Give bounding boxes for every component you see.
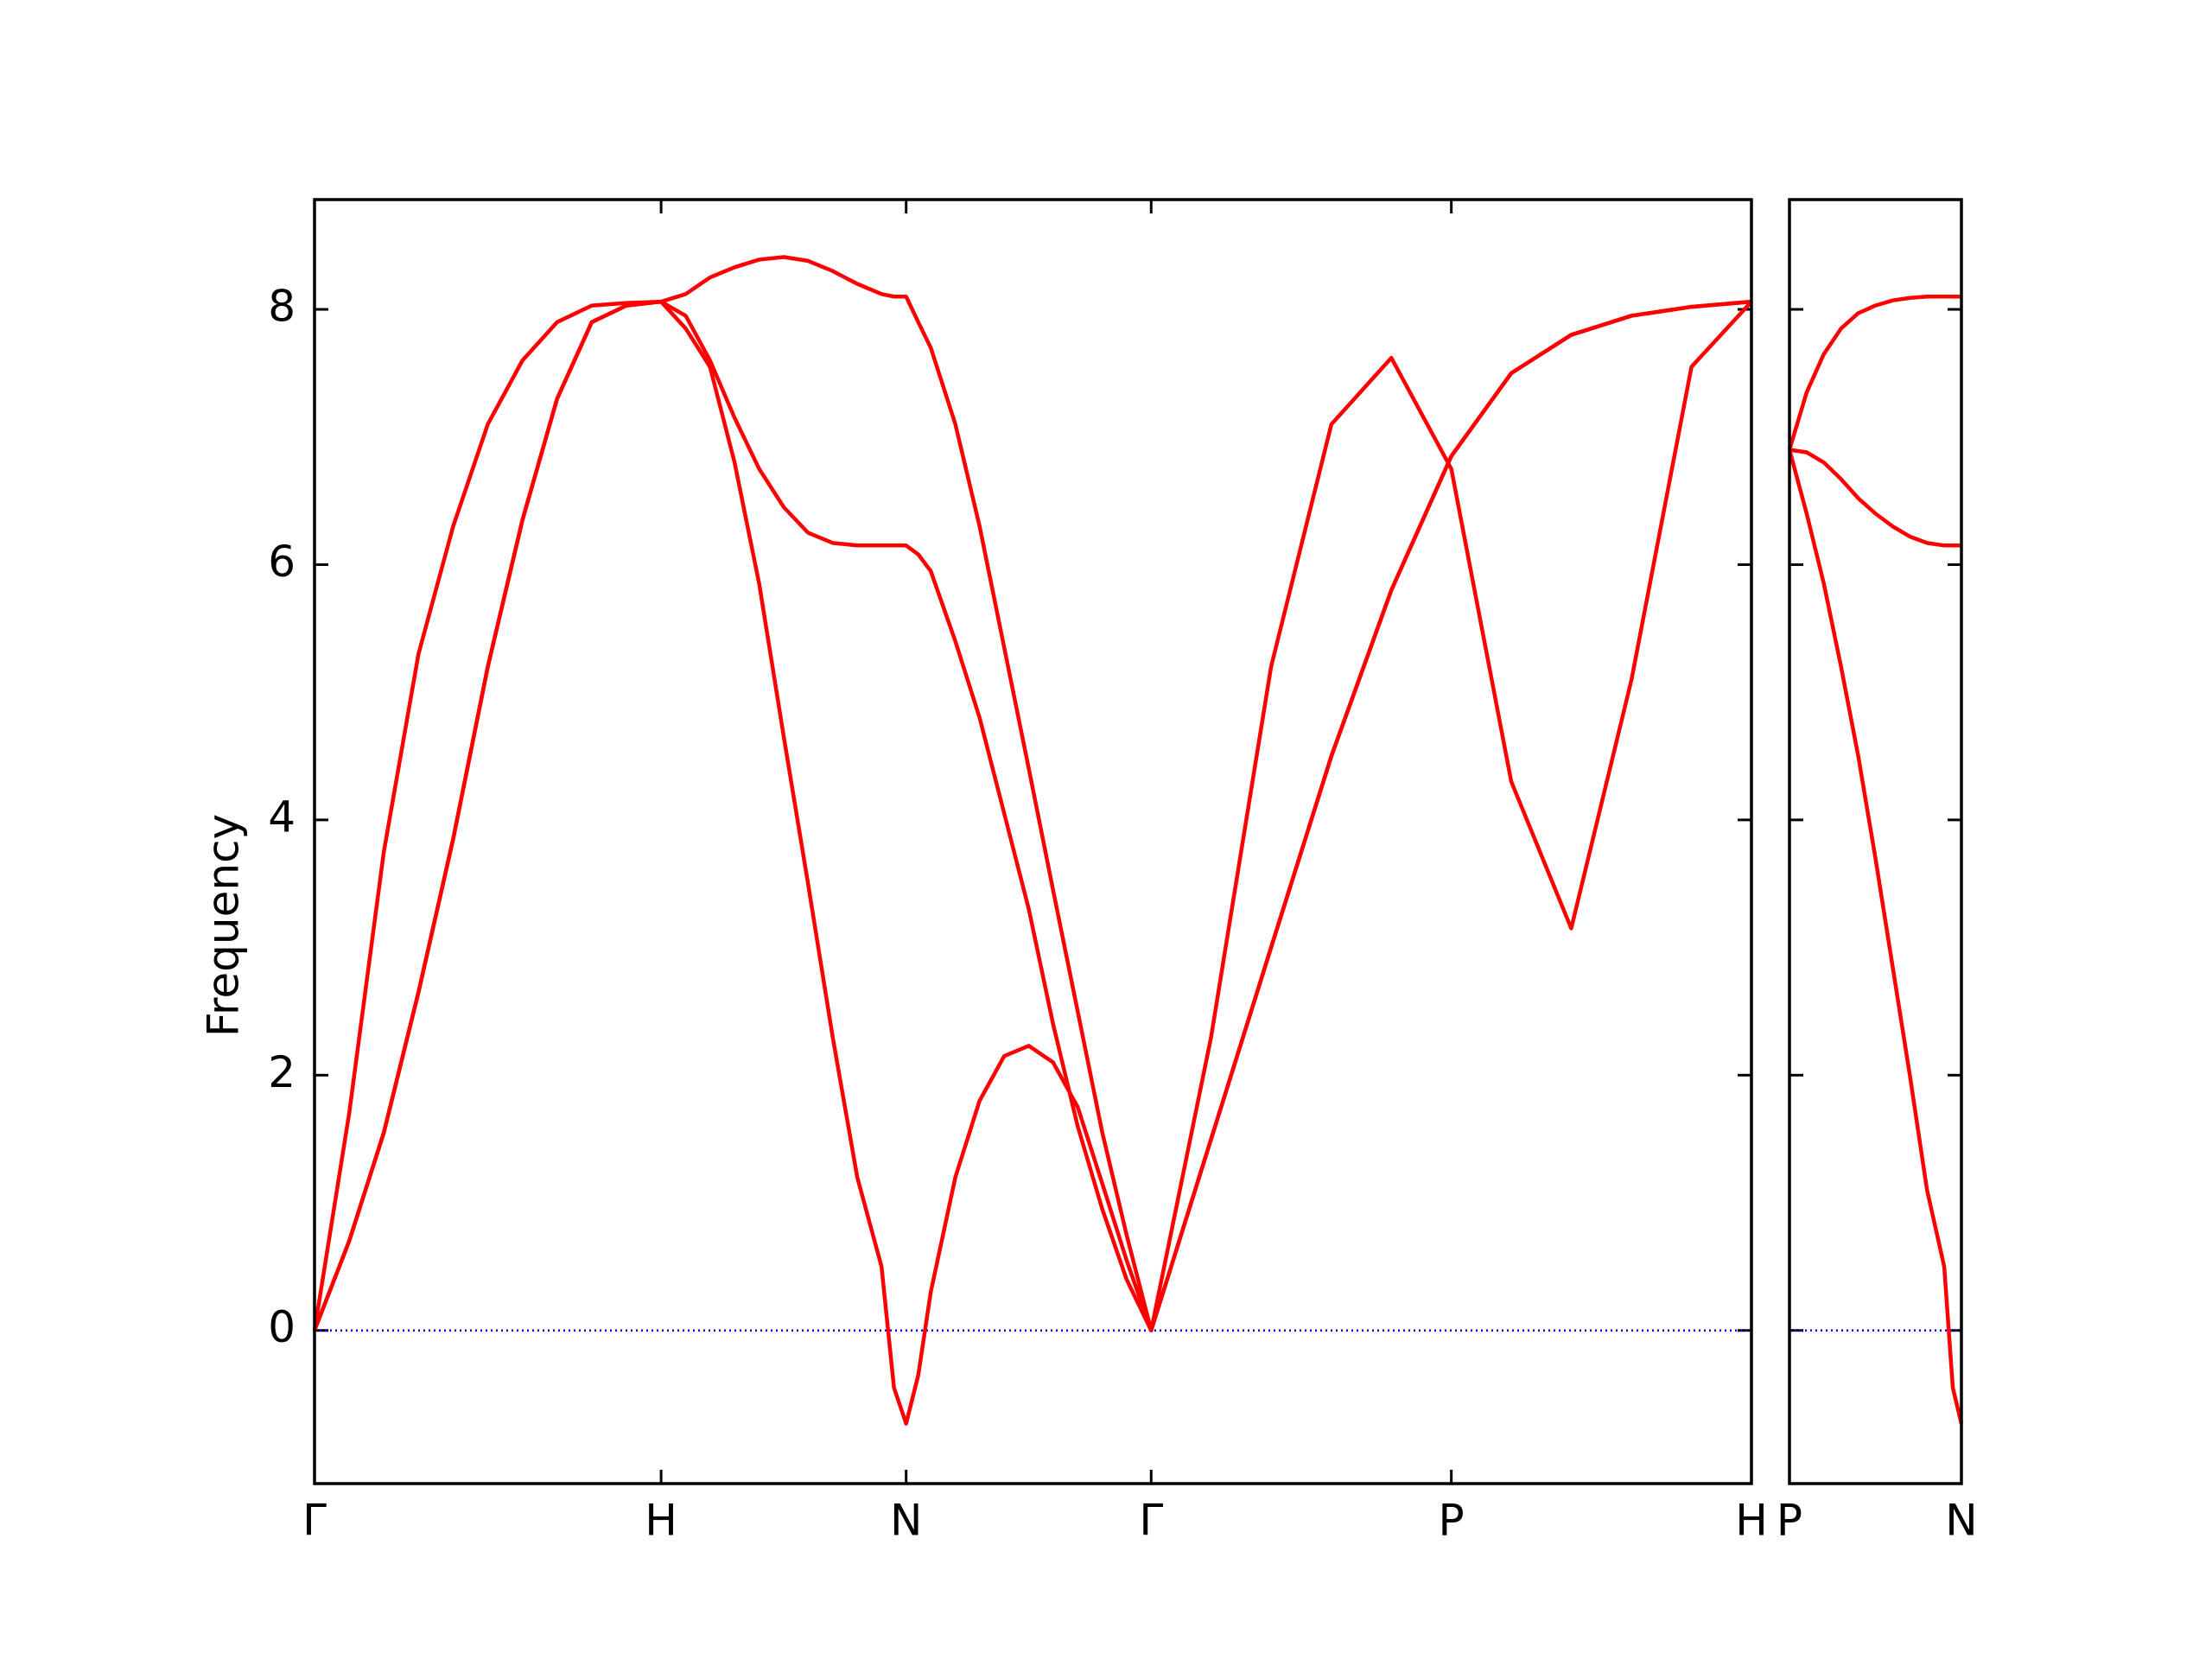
- x-tick-label: N: [890, 1496, 922, 1546]
- x-tick-label: Γ: [1139, 1496, 1163, 1546]
- band-line: [312, 299, 1752, 1332]
- x-tick-label: H: [1735, 1496, 1768, 1546]
- band-line: [1787, 448, 1964, 1425]
- band-line: [1787, 295, 1961, 451]
- y-tick-label: 4: [268, 791, 296, 842]
- y-tick-label: 6: [268, 537, 296, 587]
- x-tick-label: Γ: [302, 1496, 327, 1546]
- x-tick-label: N: [1945, 1496, 1977, 1546]
- y-axis-label: Frequency: [199, 814, 249, 1037]
- band-line: [312, 299, 1752, 1426]
- y-tick-label: 8: [268, 282, 296, 332]
- plot-frame: [1788, 198, 1963, 1485]
- x-tick-label: P: [1777, 1496, 1802, 1546]
- band-line: [312, 255, 1753, 1332]
- plot-frame: [313, 198, 1753, 1485]
- y-tick-label: 0: [268, 1302, 296, 1352]
- y-tick-label: 2: [268, 1047, 296, 1097]
- band-line: [1789, 448, 1961, 548]
- x-tick-label: H: [645, 1496, 677, 1546]
- x-tick-label: P: [1439, 1496, 1465, 1546]
